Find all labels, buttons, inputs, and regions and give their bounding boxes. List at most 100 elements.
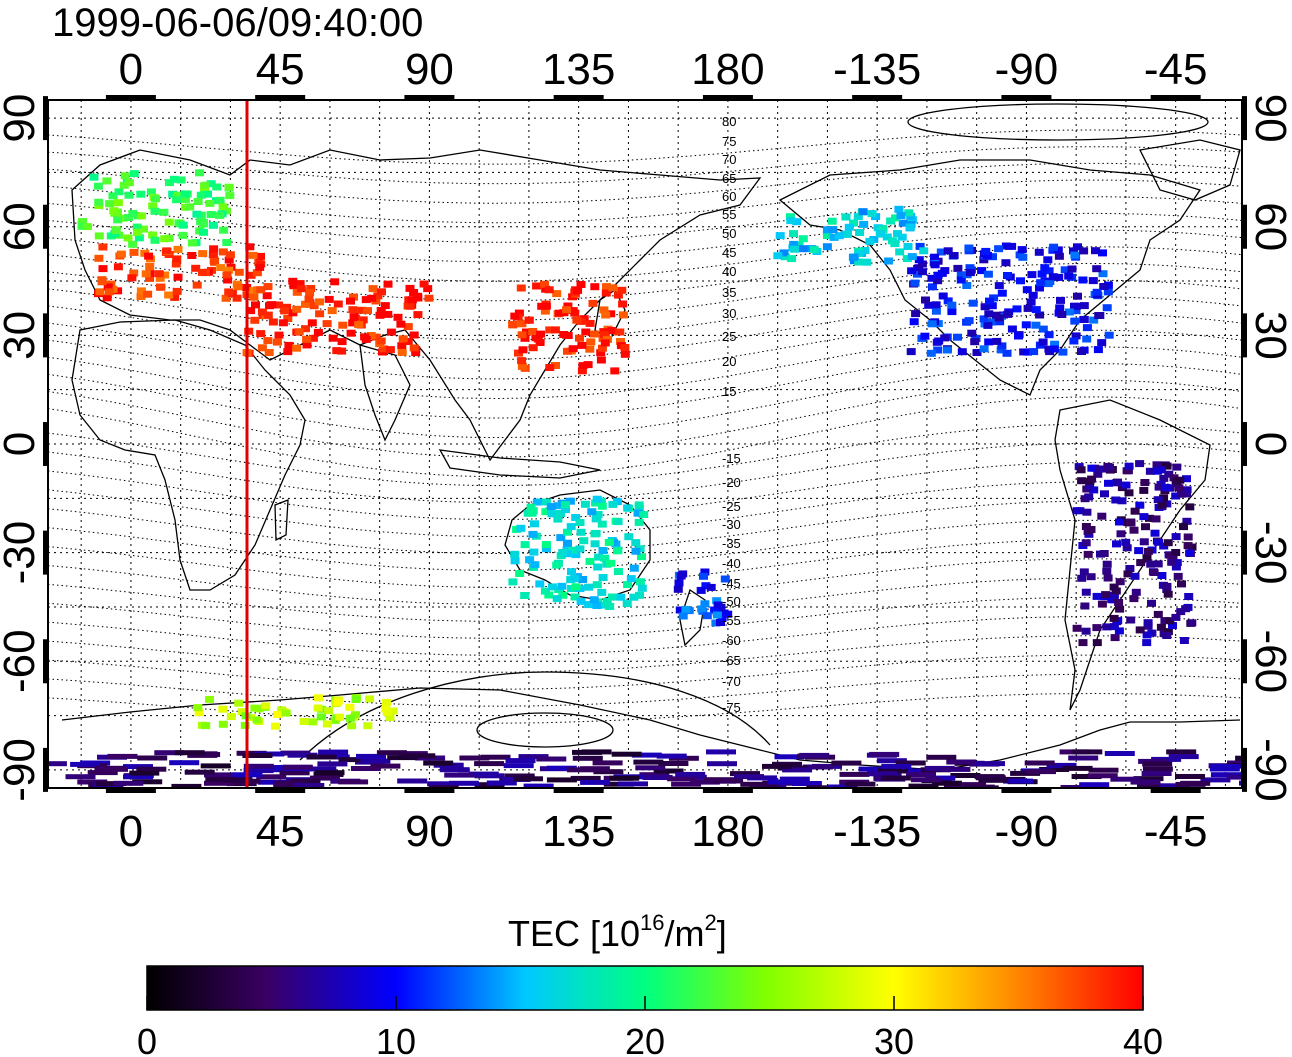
tec-pixel <box>1160 617 1170 625</box>
tec-pixel <box>590 540 600 548</box>
tec-pixel <box>577 367 587 375</box>
bottom-lon-tick-label: -45 <box>1144 807 1208 856</box>
colorbar-title: TEC [1016/m2] <box>508 910 727 954</box>
tec-pixel <box>129 770 160 776</box>
right-lat-tick-label: 30 <box>1246 311 1292 360</box>
tec-pixel <box>1168 622 1177 630</box>
tec-pixel <box>712 611 722 619</box>
tec-pixel <box>1112 540 1121 548</box>
tec-pixel <box>1048 273 1058 281</box>
tec-pixel <box>568 307 578 315</box>
tec-pixel <box>624 533 634 541</box>
tec-pixel <box>1086 526 1096 533</box>
tec-pixel <box>881 763 912 769</box>
frame-tick-mark <box>404 95 455 100</box>
tec-pixel <box>1166 749 1197 755</box>
tec-pixel <box>707 761 737 767</box>
tec-pixel <box>1092 624 1102 632</box>
tec-pixel <box>120 172 130 180</box>
tec-pixel <box>1035 284 1044 292</box>
tec-pixel <box>845 781 876 787</box>
tec-pixel <box>608 500 618 508</box>
tec-pixel <box>834 232 844 240</box>
tec-pixel <box>314 694 323 702</box>
tec-pixel <box>218 705 228 713</box>
left-lat-tick-label: 90 <box>0 94 44 143</box>
colorbar: TEC [1016/m2] 0 10 20 30 40 <box>137 910 1163 1057</box>
tec-pixel <box>860 247 870 254</box>
tec-pixel <box>936 248 946 256</box>
tec-pixel <box>224 288 234 296</box>
tec-pixel <box>1156 466 1166 474</box>
tec-pixel <box>386 328 396 336</box>
tec-pixel <box>594 553 604 561</box>
tec-pixel <box>740 781 771 787</box>
tec-pixel <box>1071 774 1102 779</box>
colorbar-ticks: 0 10 20 30 40 <box>137 996 1163 1057</box>
tec-pixel <box>318 749 349 755</box>
mlat-label: 25 <box>722 329 736 344</box>
tec-pixel <box>981 247 991 255</box>
tec-pixel <box>114 188 124 196</box>
tec-pixel <box>1100 490 1109 498</box>
tec-pixel <box>1082 508 1092 516</box>
tec-pixel <box>1080 602 1090 610</box>
tec-pixel <box>348 319 358 327</box>
tec-pixel <box>205 199 215 207</box>
tec-pixel <box>273 783 304 788</box>
tec-pixel <box>172 287 182 295</box>
tec-pixel <box>578 362 588 370</box>
tec-pixel <box>94 254 104 262</box>
tec-pixel <box>953 264 963 272</box>
tec-pixel <box>611 751 642 757</box>
tec-pixel <box>1027 271 1037 279</box>
tec-pixel <box>667 776 698 782</box>
tec-pixel <box>809 245 819 253</box>
tec-pixel <box>150 236 160 244</box>
mlat-contour <box>48 596 1242 639</box>
tec-pixel <box>322 320 332 328</box>
tec-pixel <box>1034 248 1044 256</box>
tec-pixel <box>545 364 555 371</box>
tec-pixel <box>774 754 805 760</box>
tec-pixel <box>1072 749 1103 755</box>
tec-pixel <box>608 593 617 601</box>
tec-pixel <box>104 288 114 296</box>
tec-pixel <box>330 278 340 286</box>
tec-pixel <box>225 251 235 259</box>
tec-pixel <box>970 338 980 346</box>
tec-pixel <box>1092 288 1102 296</box>
tec-pixel <box>405 284 415 292</box>
right-lat-tick-label: 90 <box>1246 94 1292 143</box>
tec-pixel <box>545 326 555 334</box>
tec-pixel <box>133 228 143 236</box>
tec-pixel <box>118 214 128 222</box>
tec-pixel <box>896 212 906 220</box>
tec-pixel <box>148 231 158 239</box>
map-title: 1999-06-06/09:40:00 <box>52 1 423 45</box>
tec-pixel <box>606 310 616 318</box>
tec-pixel <box>191 264 201 272</box>
tec-pixel <box>1182 490 1191 498</box>
tec-pixel <box>591 529 601 537</box>
frame-tick-mark <box>1242 313 1247 358</box>
tec-pixel <box>1162 632 1172 639</box>
tec-pixel <box>910 777 941 783</box>
tec-pixel <box>279 770 310 776</box>
tec-pixel <box>1124 462 1134 470</box>
tec-pixel <box>984 310 994 318</box>
tec-pixel <box>570 575 580 583</box>
tec-pixel <box>322 720 332 728</box>
tec-pixel <box>547 510 557 518</box>
tec-pixel <box>327 307 337 315</box>
tec-pixel <box>1105 463 1114 471</box>
tec-pixel <box>593 511 603 518</box>
tec-pixel <box>1102 304 1112 312</box>
mlat-label: 80 <box>722 114 736 129</box>
tec-pixel <box>563 539 572 547</box>
tec-pixel <box>159 208 169 216</box>
tec-pixel <box>587 508 597 516</box>
tec-pixel <box>1103 288 1113 296</box>
tec-pixel <box>1098 270 1108 278</box>
tec-pixel <box>508 578 518 586</box>
